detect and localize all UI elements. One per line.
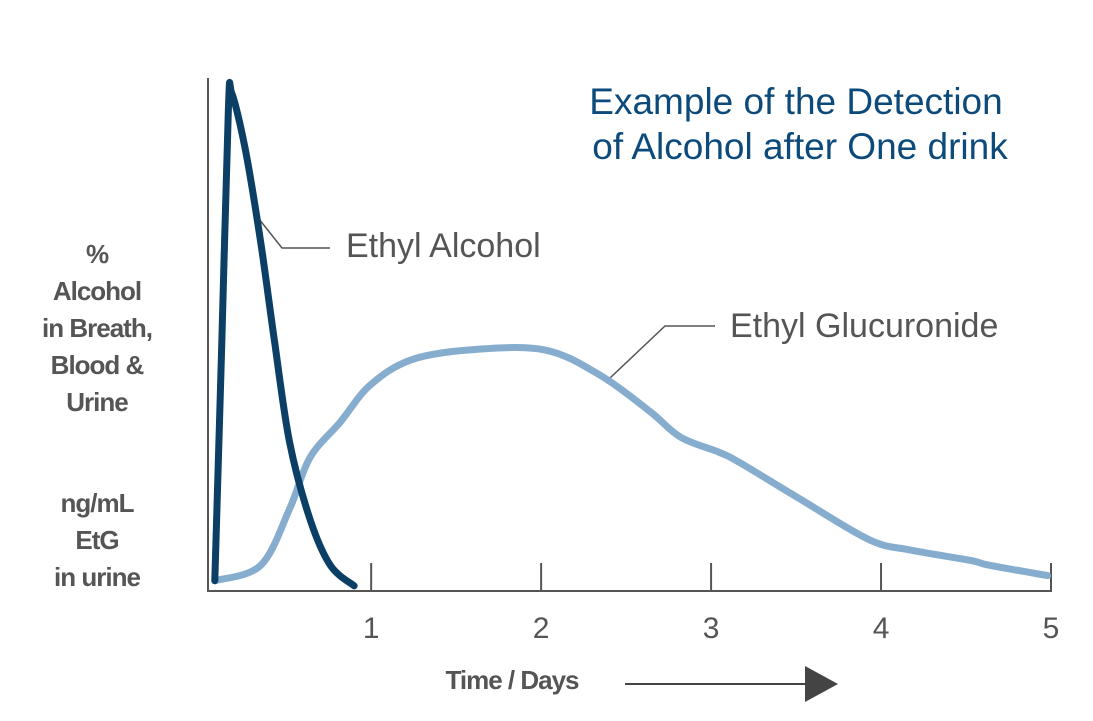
y-label-line: % [86,239,109,269]
x-tick-label: 4 [873,612,890,645]
series-annotation: Ethyl Glucuronide [730,307,998,345]
chart-title: Example of the Detection [589,81,1002,122]
y-axis-title: % Alcohol in Breath, Blood & Urine ng/mL… [42,239,153,592]
leader-line [609,325,715,379]
y-label-line: Blood & [51,350,144,380]
y-label-line: Alcohol [53,276,141,306]
chart-title: of Alcohol after One drink [592,126,1008,167]
series-annotation: Ethyl Alcohol [346,227,541,265]
x-tick-label: 1 [363,612,380,645]
y-label-line: EtG [75,525,118,555]
x-tick-label: 2 [533,612,550,645]
time-arrow-head [805,666,838,702]
y-label-line: in urine [54,562,140,592]
y-label-line: Urine [66,387,128,417]
x-axis-title: Time / Days [445,665,579,695]
series-line [211,344,1052,585]
y-label-line: ng/mL [61,488,135,518]
leader-line [254,213,330,249]
series-line [211,79,358,590]
x-tick-label: 3 [703,612,720,645]
x-tick-label: 5 [1043,612,1060,645]
y-label-line: in Breath, [42,313,152,343]
